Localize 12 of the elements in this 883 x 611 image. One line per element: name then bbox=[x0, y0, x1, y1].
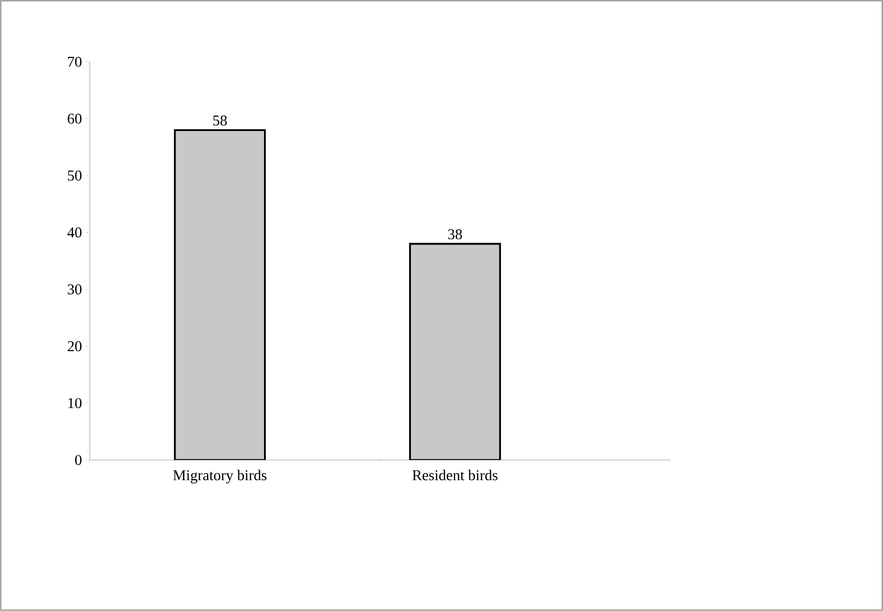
y-tick-label: 60 bbox=[68, 114, 82, 124]
y-tick-label: 30 bbox=[68, 284, 82, 294]
y-tick-label: 10 bbox=[68, 398, 82, 408]
data-label: 58 bbox=[213, 116, 227, 126]
y-tick-label: 70 bbox=[68, 56, 82, 67]
y-tick-label: 50 bbox=[68, 170, 82, 181]
x-tick-label: Migratory birds bbox=[173, 470, 266, 484]
data-label: 38 bbox=[448, 229, 462, 240]
y-tick-label: 20 bbox=[68, 341, 82, 352]
x-tick-label: Resident birds bbox=[412, 470, 498, 480]
y-tick-label: 40 bbox=[67, 227, 82, 238]
y-tick-label: 0 bbox=[75, 455, 82, 466]
